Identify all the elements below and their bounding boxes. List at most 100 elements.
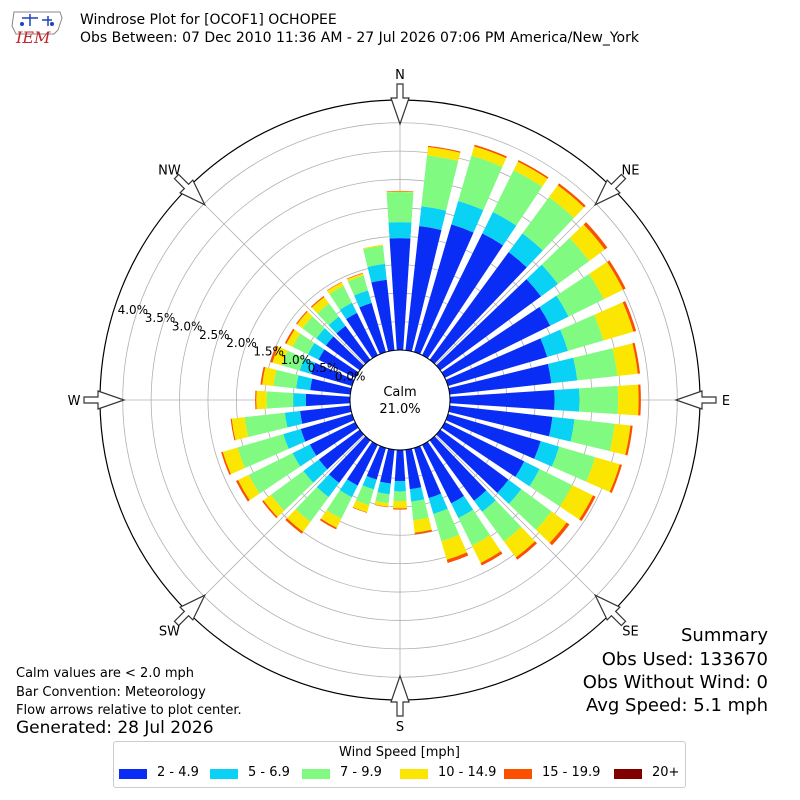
wind-bar-segment [355, 485, 374, 506]
wind-bar-segment [513, 161, 548, 187]
wind-bar-segment [374, 504, 389, 508]
wind-bar-segment [441, 307, 551, 378]
direction-label: NE [622, 163, 640, 178]
wind-bar-segment [515, 541, 537, 560]
iem-logo-icon [11, 11, 63, 35]
wind-bar-segment [449, 390, 555, 410]
grid-spoke [435, 435, 613, 613]
bar-convention-note: Bar Convention: Meteorology [16, 685, 206, 700]
arrow-shape [390, 83, 410, 126]
wind-bar-segment [414, 445, 442, 499]
wind-bar-segment [260, 366, 266, 385]
wind-bar-segment [380, 448, 395, 484]
wind-bar-segment [554, 388, 580, 412]
wind-bar-segment [503, 526, 536, 558]
windrose-bars [221, 144, 641, 566]
wind-bar-segment [262, 367, 277, 387]
arrow-shape [390, 674, 410, 717]
wind-bar-segment [238, 474, 260, 501]
wind-bar-segment [409, 487, 425, 502]
wind-bar-segment [292, 444, 317, 467]
wind-bar-segment [414, 224, 474, 355]
legend-label: 7 - 9.9 [340, 765, 382, 780]
wind-bar-segment [474, 144, 507, 159]
wind-bar-segment [386, 190, 414, 192]
wind-bar-segment [307, 342, 325, 360]
wind-bar-segment [436, 279, 542, 371]
wind-bar-segment [296, 375, 313, 391]
radial-tick-label: 0.5% [308, 361, 339, 375]
radial-tick-label: 0.0% [335, 369, 366, 383]
wind-bar-segment [433, 508, 460, 542]
wind-bar-segment [471, 146, 507, 167]
wind-bar-segment [482, 500, 522, 542]
wind-bar-segment [394, 481, 406, 492]
arrow-shape [173, 593, 207, 627]
legend-swatch [504, 769, 532, 779]
wind-bar-segment [311, 362, 355, 386]
wind-bar-segment [579, 385, 619, 415]
wind-bar-segment [318, 349, 359, 378]
wind-bar-segment [389, 238, 411, 351]
calm-note: Calm values are < 2.0 mph [16, 666, 195, 681]
wind-bar-segment [517, 160, 549, 179]
wind-bar-segment [339, 302, 357, 320]
direction-arrow [593, 173, 627, 207]
radial-tick-label: 2.5% [199, 328, 230, 342]
direction-arrow [173, 173, 207, 207]
wind-bar-segment [366, 445, 386, 480]
wind-bar-segment [266, 391, 294, 409]
wind-bar-segment [222, 447, 245, 475]
direction-arrow [173, 593, 207, 627]
wind-bar-segment [237, 434, 289, 469]
wind-bar-segment [284, 411, 303, 428]
wind-bar-segment [539, 295, 569, 326]
legend-swatch [400, 769, 428, 779]
wind-bar-segment [388, 222, 412, 239]
wind-bar-segment [284, 328, 295, 344]
wind-bar-segment [377, 481, 391, 495]
wind-bar-segment [302, 316, 325, 339]
wind-bar-segment [346, 272, 364, 280]
wind-bar-segment [413, 517, 432, 533]
legend-swatch [119, 769, 147, 779]
direction-arrow [390, 674, 410, 717]
radial-tick-label: 1.5% [253, 344, 284, 358]
wind-bar-segment [285, 518, 304, 534]
wind-bar-segment [612, 343, 638, 376]
generated-date: Generated: 28 Jul 2026 [16, 718, 214, 738]
wind-bar-segment [317, 303, 339, 326]
summary-heading: Summary [681, 625, 768, 646]
wind-bar-segment [428, 493, 448, 514]
legend-label: 20+ [652, 765, 680, 780]
legend-title: Wind Speed [mph] [339, 745, 460, 760]
wind-bar-segment [327, 282, 344, 295]
wind-bar-segment [386, 191, 414, 193]
wind-bar-segment [609, 464, 622, 493]
wind-bar-segment [256, 390, 267, 410]
wind-bar-segment [549, 416, 575, 442]
wind-bar-segment [497, 479, 522, 505]
calm-value: 21.0% [379, 402, 420, 417]
wind-bar-segment [270, 345, 279, 363]
wind-bar-segment [316, 328, 334, 346]
wind-bar-segment [286, 329, 301, 347]
arrow-shape [674, 390, 717, 410]
wind-bar-segment [325, 336, 364, 371]
wind-bar-segment [429, 436, 487, 501]
wind-bar-segment [305, 393, 351, 407]
radial-tick-label: 3.0% [172, 320, 203, 334]
direction-label: E [722, 394, 730, 409]
wind-bar-segment [446, 552, 469, 564]
wind-bar-segment [573, 348, 618, 381]
wind-bar-segment [354, 290, 372, 308]
wind-bar-segment [534, 441, 560, 467]
radial-tick-label: 4.0% [118, 303, 149, 317]
wind-bar-segment [540, 329, 568, 357]
wind-bar-segment [522, 197, 574, 251]
wind-bar-segment [458, 509, 491, 546]
wind-bar-segment [299, 357, 316, 375]
wind-bar-segment [429, 252, 527, 364]
grid-spoke [435, 187, 613, 365]
wind-bar-segment [347, 275, 368, 296]
